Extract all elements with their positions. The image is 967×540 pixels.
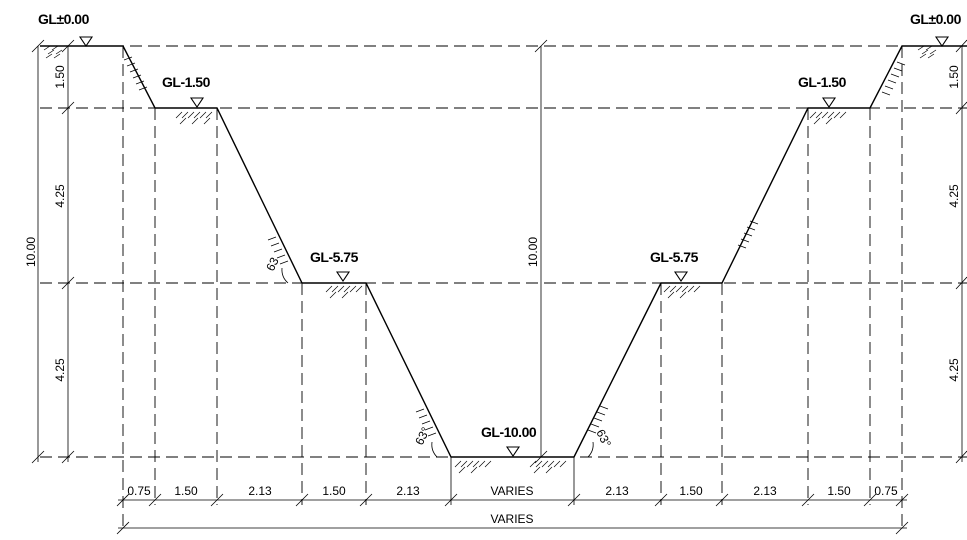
dim-left-total: 10.00 (24, 237, 38, 267)
dim-right-1-50: 1.50 (947, 65, 961, 89)
dim-left-1-50: 1.50 (53, 65, 67, 89)
level-label-top-left: GL±0.00 (38, 11, 90, 27)
angle-label-left-upper: 63 (263, 255, 282, 274)
angle-arcs (281, 267, 594, 458)
dim-right-4-25a: 4.25 (947, 184, 961, 208)
angle-label-right-lower: 63° (593, 427, 614, 450)
dim-h-9: 2.13 (753, 484, 777, 498)
dim-h-5: 2.13 (396, 484, 420, 498)
dim-h-10: 1.50 (827, 484, 851, 498)
level-label-l2-left: GL-5.75 (310, 249, 359, 265)
level-label-top-right: GL±0.00 (910, 11, 962, 27)
dim-overall: VARIES (490, 512, 533, 526)
projection-lines (122, 46, 903, 530)
dim-h-4: 1.50 (322, 484, 346, 498)
dim-h-7: 2.13 (605, 484, 629, 498)
dim-left-4-25b: 4.25 (53, 358, 67, 382)
level-label-l2-right: GL-5.75 (650, 249, 699, 265)
ground-hatching (43, 45, 937, 474)
dim-right-4-25b: 4.25 (947, 358, 961, 382)
dim-center-total: 10.00 (526, 237, 540, 267)
dim-h-3: 2.13 (248, 484, 272, 498)
level-label-l1-left: GL-1.50 (162, 74, 211, 90)
dim-h-6: VARIES (490, 484, 533, 498)
dim-left-4-25a: 4.25 (53, 184, 67, 208)
excavation-profile (40, 45, 967, 458)
level-label-l1-right: GL-1.50 (798, 74, 847, 90)
dim-h-2: 1.50 (174, 484, 198, 498)
dim-h-8: 1.50 (679, 484, 703, 498)
dim-h-1: 0.75 (127, 484, 151, 498)
dim-h-11: 0.75 (874, 484, 898, 498)
horizontal-dimensions (116, 457, 909, 535)
right-vertical-dimensions (955, 39, 967, 464)
level-markers (78, 36, 950, 457)
left-vertical-dimensions (31, 39, 75, 464)
level-label-bottom: GL-10.00 (481, 424, 537, 440)
